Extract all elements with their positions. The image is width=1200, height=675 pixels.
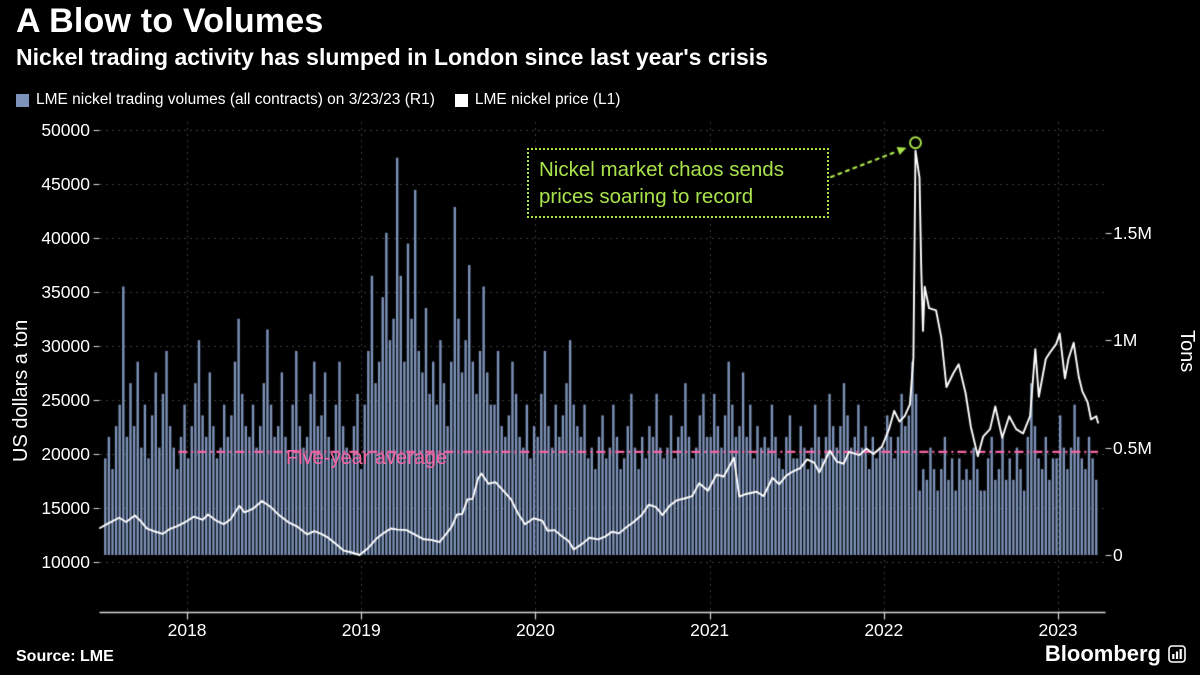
price-series-swatch xyxy=(454,93,468,107)
page-title: A Blow to Volumes xyxy=(16,2,324,40)
bloomberg-logo: Bloomberg xyxy=(1045,641,1186,667)
legend-item-volumes: LME nickel trading volumes (all contract… xyxy=(16,91,435,109)
left-axis-title: US dollars a ton xyxy=(10,319,32,462)
annotation-callout: Nickel market chaos sends prices soaring… xyxy=(527,148,829,219)
annotation-line-1: Nickel market chaos sends xyxy=(539,158,784,181)
legend-label-volumes: LME nickel trading volumes (all contract… xyxy=(36,91,435,108)
five-year-average-label: Five-year average xyxy=(286,447,448,469)
page-subtitle: Nickel trading activity has slumped in L… xyxy=(16,44,768,70)
legend-item-price: LME nickel price (L1) xyxy=(454,91,621,109)
legend-label-price: LME nickel price (L1) xyxy=(474,91,621,108)
right-axis-title: Tons xyxy=(1176,330,1198,373)
volume-series-swatch xyxy=(16,93,29,107)
bloomberg-chart-icon xyxy=(1168,645,1186,663)
annotation-line-2: prices soaring to record xyxy=(539,185,754,209)
bloomberg-wordmark: Bloomberg xyxy=(1044,641,1161,666)
source-credit: Source: LME xyxy=(16,648,114,665)
chart-legend: LME nickel trading volumes (all contract… xyxy=(16,91,620,109)
